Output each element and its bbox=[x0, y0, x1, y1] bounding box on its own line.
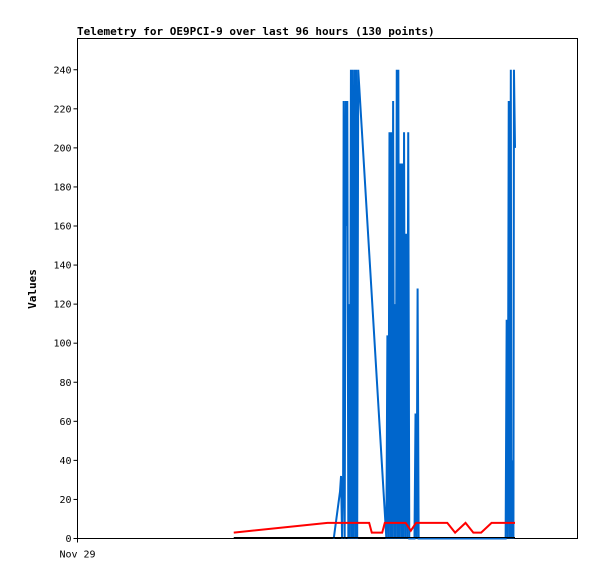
y-tick-label: 60 bbox=[59, 417, 71, 428]
chart-title: Telemetry for OE9PCI-9 over last 96 hour… bbox=[77, 25, 435, 38]
y-tick-label: 180 bbox=[53, 182, 71, 193]
plot-area-frame bbox=[77, 38, 578, 539]
series-layer bbox=[233, 69, 516, 540]
y-tick-label: 220 bbox=[53, 104, 71, 115]
y-axis-ticks: 0 20 40 60 80 100 120 140 160 180 200 220 240 bbox=[53, 65, 78, 545]
series-line-2 bbox=[233, 521, 515, 535]
y-tick-label: 200 bbox=[53, 143, 71, 154]
y-tick-label: 100 bbox=[53, 339, 71, 350]
y-tick-label: 120 bbox=[53, 300, 71, 311]
y-axis-label: Values bbox=[26, 269, 39, 309]
series-line-1 bbox=[332, 69, 516, 540]
y-tick-label: 160 bbox=[53, 222, 71, 233]
x-tick-label: Nov 29 bbox=[59, 550, 95, 561]
y-tick-label: 20 bbox=[59, 495, 71, 506]
x-axis-ticks: Nov 29 bbox=[59, 538, 96, 561]
y-tick-label: 0 bbox=[65, 534, 71, 545]
y-tick-label: 140 bbox=[53, 261, 71, 272]
y-tick-label: 40 bbox=[59, 456, 71, 467]
y-tick-label: 240 bbox=[53, 65, 71, 76]
y-tick-label: 80 bbox=[59, 378, 71, 389]
